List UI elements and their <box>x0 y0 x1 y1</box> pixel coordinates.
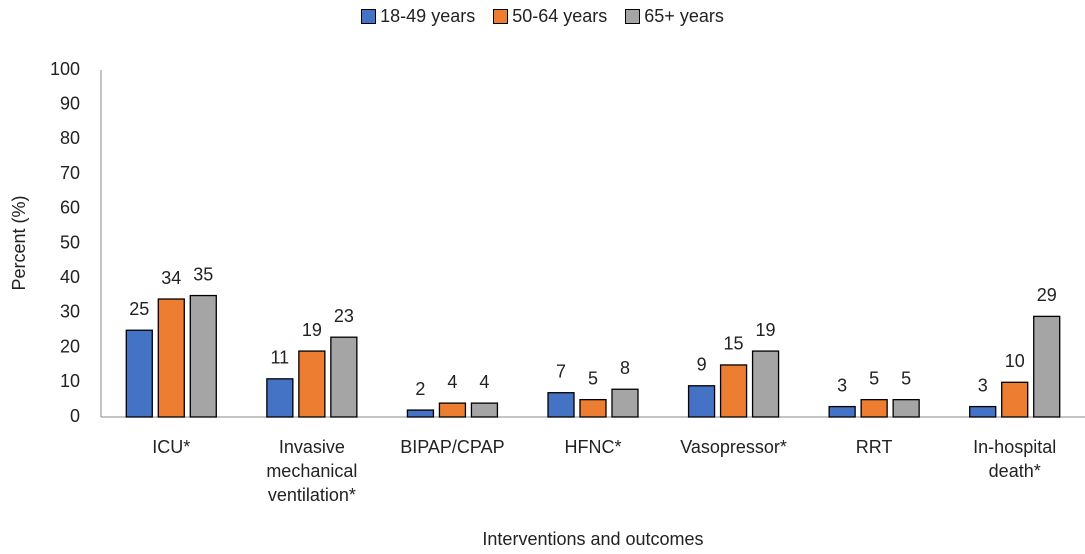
legend-swatch <box>625 9 641 24</box>
data-label: 29 <box>1037 285 1057 305</box>
y-tick-label: 20 <box>60 336 80 356</box>
data-label: 2 <box>415 379 425 399</box>
legend-label: 18-49 years <box>380 6 476 26</box>
y-tick-label: 60 <box>60 198 80 218</box>
legend: 18-49 years 50-64 years 65+ years <box>0 6 1085 27</box>
legend-label: 50-64 years <box>512 6 608 26</box>
x-tick-label: RRT <box>855 437 893 457</box>
y-tick-label: 80 <box>60 128 80 148</box>
y-tick-label: 50 <box>60 232 80 252</box>
data-label: 4 <box>479 372 489 392</box>
data-label: 19 <box>756 320 776 340</box>
data-label: 5 <box>869 368 879 388</box>
x-tick-label: ICU* <box>152 437 191 457</box>
y-tick-label: 0 <box>70 406 80 426</box>
bar <box>470 402 499 418</box>
data-label: 15 <box>724 334 744 354</box>
data-label: 25 <box>129 299 149 319</box>
data-label: 8 <box>620 358 630 378</box>
bar <box>579 398 607 418</box>
bar <box>719 364 748 418</box>
x-tick-label: Invasive mechanical ventilation* <box>266 437 358 505</box>
y-tick-label: 10 <box>60 371 80 391</box>
bar <box>828 405 856 418</box>
bar <box>892 398 920 418</box>
bar <box>438 402 467 418</box>
data-label: 4 <box>447 372 457 392</box>
bar <box>687 385 716 418</box>
data-label: 5 <box>588 368 598 388</box>
data-label: 19 <box>302 320 322 340</box>
bar <box>969 405 997 418</box>
x-tick-label: Vasopressor* <box>680 437 787 457</box>
y-tick-label: 90 <box>60 93 80 113</box>
bar <box>330 336 358 418</box>
bar <box>751 350 780 418</box>
bar <box>157 298 185 418</box>
legend-swatch <box>493 9 509 24</box>
bar <box>1033 315 1061 418</box>
bar <box>266 378 294 418</box>
y-tick-label: 100 <box>50 59 80 79</box>
data-label: 34 <box>161 268 181 288</box>
data-label: 35 <box>193 264 213 284</box>
data-label: 9 <box>697 355 707 375</box>
x-tick-label: BIPAP/CPAP <box>400 437 505 457</box>
legend-swatch <box>361 9 377 24</box>
bar <box>406 409 435 418</box>
y-tick-label: 40 <box>60 267 80 287</box>
data-label: 5 <box>901 368 911 388</box>
legend-item: 18-49 years <box>361 6 475 27</box>
bar <box>611 388 639 418</box>
y-tick-label: 30 <box>60 302 80 322</box>
bar <box>125 329 153 418</box>
data-label: 7 <box>556 361 566 381</box>
data-label: 10 <box>1005 351 1025 371</box>
data-label: 3 <box>978 375 988 395</box>
bar <box>189 294 217 418</box>
legend-item: 65+ years <box>625 6 724 27</box>
bar <box>298 350 326 418</box>
data-label: 3 <box>837 375 847 395</box>
bar <box>860 398 888 418</box>
x-tick-label: HFNC* <box>564 437 622 457</box>
y-tick-label: 70 <box>60 163 80 183</box>
x-axis-label: Interventions and outcomes <box>482 529 703 549</box>
data-label: 11 <box>271 348 290 368</box>
data-label: 23 <box>334 306 354 326</box>
legend-item: 50-64 years <box>493 6 607 27</box>
y-axis-label: Percent (%) <box>9 195 29 290</box>
bar <box>547 392 575 418</box>
legend-label: 65+ years <box>644 6 724 26</box>
x-tick-label: In-hospital death* <box>973 437 1057 481</box>
bar <box>1001 381 1029 418</box>
